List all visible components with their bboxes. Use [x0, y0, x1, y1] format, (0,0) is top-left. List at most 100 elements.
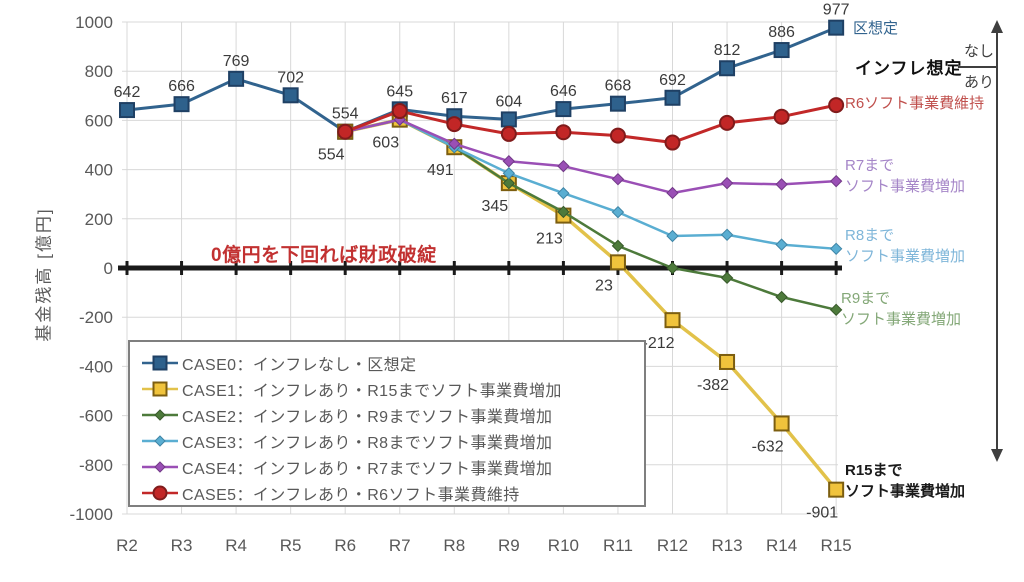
case3-line [343, 118, 838, 251]
case5-line [343, 103, 838, 145]
y-axis-title: 基金残高 [億円] [34, 207, 54, 342]
series-annotation-line: ソフト事業費増加 [845, 178, 966, 195]
legend-label-case0: CASE0：インフレなし・区想定 [182, 357, 417, 374]
case3-marker [502, 167, 516, 180]
case0-marker [282, 87, 299, 104]
series-annotation-line: R6ソフト事業費維持 [845, 95, 985, 112]
case5-marker [664, 134, 681, 151]
case0-marker [119, 102, 135, 119]
zero-line-warning-label: 0億円を下回れば財政破綻 [211, 245, 437, 266]
case1-marker [828, 481, 845, 498]
case4-marker [557, 159, 570, 173]
series-annotation-line: R9まで [841, 290, 891, 307]
series-annotation: R8まで ソフト事業費増加 [845, 225, 965, 267]
case1-marker [664, 312, 681, 329]
case0-data-label: 642 [114, 84, 141, 101]
case3-marker [720, 228, 734, 241]
case5-marker [337, 123, 354, 140]
case3-marker [829, 242, 843, 256]
case1-marker [719, 353, 736, 370]
zero-axis-tick [289, 261, 293, 275]
case0-data-label: 702 [277, 69, 304, 86]
legend: CASE0：インフレなし・区想定 CASE1：インフレあり・R15までソフト事業費… [128, 340, 646, 507]
case5-marker [609, 127, 626, 144]
case4-line [343, 118, 838, 195]
y-tick-label: -200 [79, 308, 113, 327]
x-tick-label: R5 [280, 536, 302, 555]
case1-data-label: 345 [481, 198, 508, 215]
legend-label-case2: CASE2：インフレあり・R9までソフト事業費増加 [182, 409, 553, 426]
inflation-yes-label: あり [963, 74, 994, 91]
case0-data-label: 812 [714, 42, 741, 59]
legend-item-case4: CASE4：インフレあり・R7までソフト事業費増加 [140, 454, 644, 480]
case4-marker [448, 137, 461, 150]
y-tick-label: 0 [104, 259, 113, 278]
x-tick-label: R2 [116, 536, 138, 555]
case0-marker [773, 42, 790, 59]
legend-marker-case0 [142, 355, 178, 371]
inflation-range-arrow [958, 20, 1003, 462]
case3-marker [611, 205, 625, 219]
series-annotation-line: R7まで [845, 157, 895, 174]
case5-marker [500, 125, 517, 142]
y-tick-label: 600 [85, 111, 113, 130]
case2-marker [611, 239, 625, 253]
case0-data-label: 692 [659, 72, 686, 89]
case0-marker [173, 96, 190, 113]
case1-data-label: -632 [752, 438, 784, 455]
legend-item-case1: CASE1：インフレあり・R15までソフト事業費増加 [140, 376, 644, 402]
x-tick-label: R11 [603, 536, 633, 555]
case4-marker [502, 155, 516, 168]
legend-label-case1: CASE1：インフレあり・R15までソフト事業費増加 [182, 383, 562, 400]
y-tick-label: -1000 [70, 505, 113, 524]
x-tick-label: R9 [498, 536, 520, 555]
case0-marker [609, 95, 626, 112]
y-tick-label: 1000 [75, 13, 113, 32]
zero-axis-tick [343, 261, 347, 275]
legend-label-case3: CASE3：インフレあり・R8までソフト事業費増加 [182, 435, 553, 452]
case0-marker [555, 101, 572, 118]
x-tick-label: R14 [766, 536, 797, 555]
y-tick-label: 800 [85, 62, 113, 81]
legend-label-case4: CASE4：インフレあり・R7までソフト事業費増加 [182, 461, 553, 478]
case1-data-label: -901 [806, 505, 838, 522]
legend-item-case0: CASE0：インフレなし・区想定 [140, 350, 644, 376]
case2-marker [720, 271, 734, 285]
case4-marker [829, 174, 843, 188]
case5-marker [446, 116, 463, 133]
legend-marker-case3 [142, 435, 178, 447]
case0-marker [228, 70, 245, 87]
legend-marker-case5 [142, 485, 178, 501]
zero-axis-tick [452, 261, 456, 275]
case1-data-label: 23 [595, 277, 613, 294]
zero-axis-tick [834, 261, 838, 275]
x-tick-label: R8 [443, 536, 465, 555]
case5-marker [391, 103, 408, 120]
case0-data-label: 977 [823, 2, 850, 19]
case2-marker [829, 303, 843, 317]
case2-marker [666, 261, 679, 275]
case4-marker [775, 178, 788, 191]
case4-marker [720, 176, 734, 190]
case0-data-label: 617 [441, 90, 468, 107]
series-annotation: R9まで ソフト事業費増加 [841, 288, 961, 330]
case0-line [125, 26, 838, 134]
case0-data-label: 666 [168, 78, 195, 95]
legend-label-case5: CASE5：インフレあり・R6ソフト事業費維持 [182, 487, 520, 504]
x-tick-label: R10 [548, 536, 579, 555]
case0-data-label: 554 [332, 106, 359, 123]
zero-axis-tick [561, 261, 565, 275]
case0-data-label: 668 [605, 78, 632, 95]
case0-data-label: 645 [386, 83, 413, 100]
case4-marker [611, 172, 625, 186]
y-tick-label: 400 [85, 161, 113, 180]
x-tick-label: R15 [821, 536, 852, 555]
case1-data-label: 554 [318, 147, 345, 164]
zero-axis-tick [780, 261, 784, 275]
series-annotation-line: 区想定 [853, 20, 899, 37]
case0-data-label: 604 [495, 93, 522, 110]
case1-data-label: 213 [536, 231, 563, 248]
case0-marker [500, 111, 517, 128]
x-tick-label: R12 [657, 536, 688, 555]
